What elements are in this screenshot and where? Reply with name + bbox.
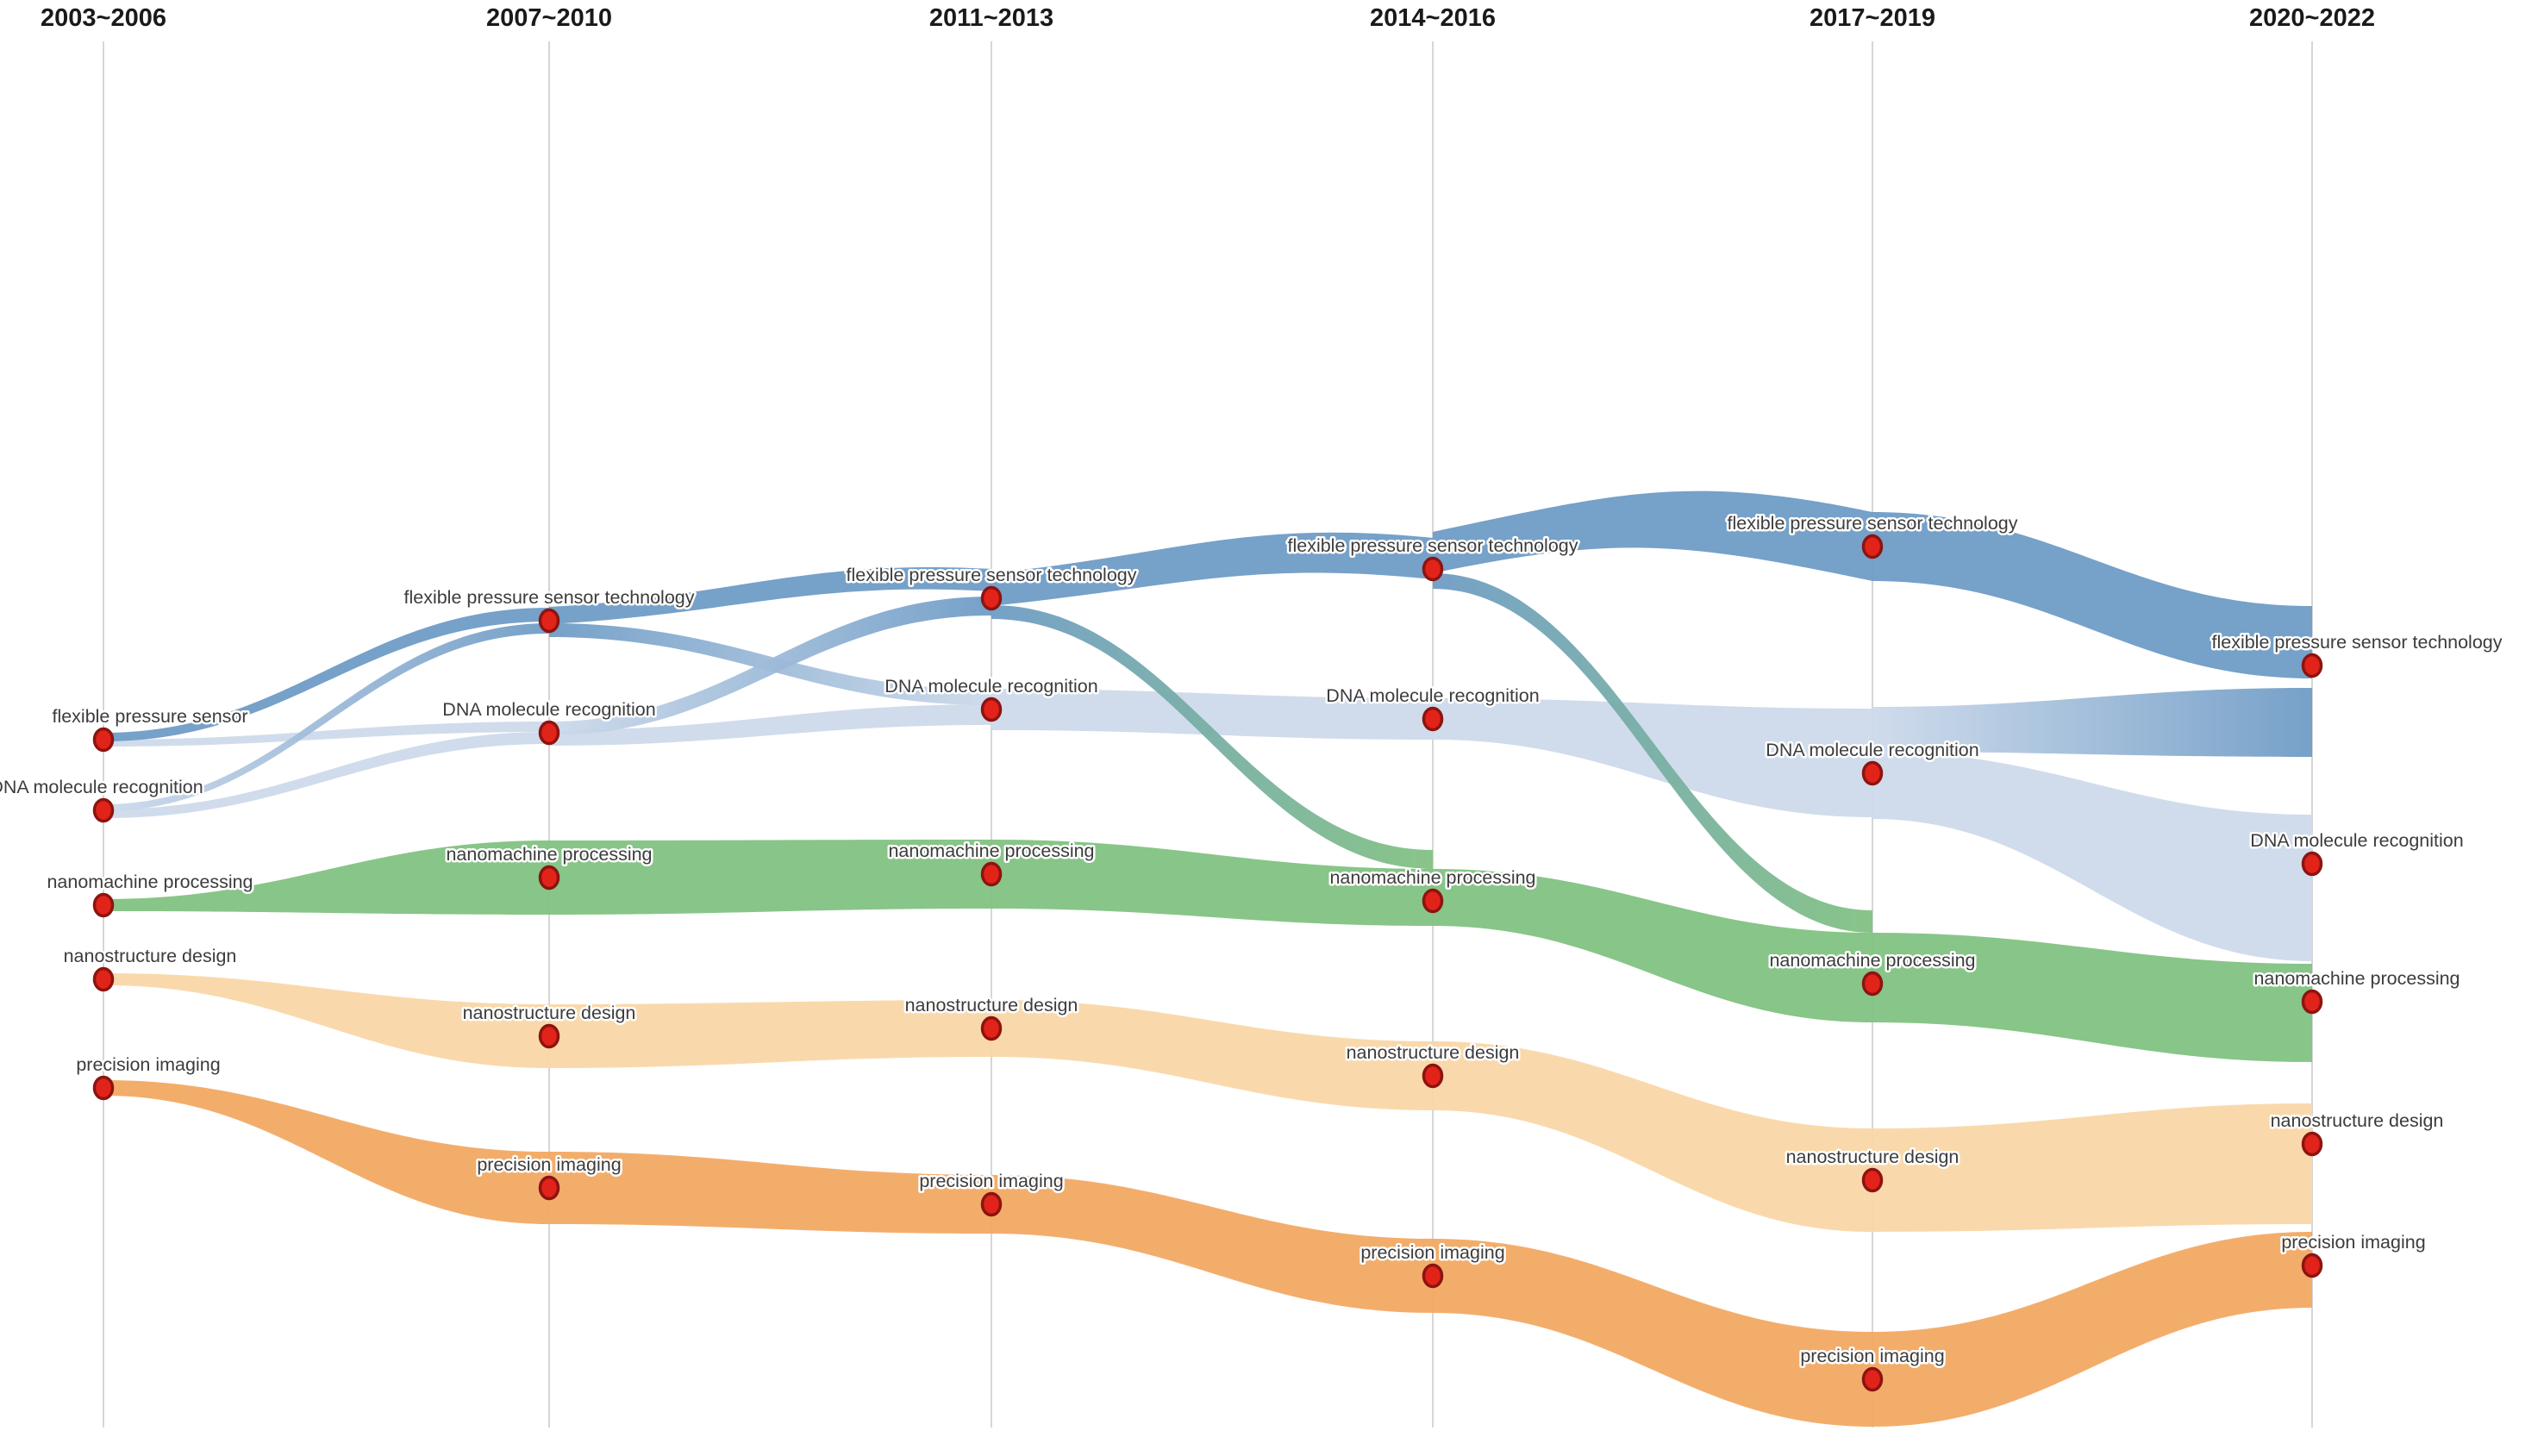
flow-ribbon-nano[interactable]	[991, 840, 1433, 926]
topic-node-dot-dna[interactable]	[538, 720, 560, 746]
topic-node-label-prec: precision imaging	[2281, 1232, 2425, 1253]
topic-node-label-nano: nanomachine processing	[888, 840, 1094, 861]
flow-ribbon-dna[interactable]	[549, 704, 991, 746]
topic-node-dot-prec[interactable]	[538, 1175, 560, 1201]
topic-node-label-dna: DNA molecule recognition	[442, 699, 655, 720]
flow-ribbon-fps[interactable]	[1872, 512, 2312, 678]
topic-node-dot-prec[interactable]	[92, 1075, 115, 1101]
flow-ribbon-nano[interactable]	[103, 840, 549, 915]
flow-ribbon-dna-to-fps[interactable]	[549, 597, 991, 735]
period-header: 2017~2019	[1810, 4, 1935, 32]
topic-node-dot-nano[interactable]	[1422, 888, 1444, 914]
flow-ribbon-fps[interactable]	[103, 608, 549, 741]
topic-node-dot-dna[interactable]	[1422, 706, 1444, 732]
topic-node-dot-nano[interactable]	[92, 892, 115, 918]
topic-node-dot-nstr[interactable]	[92, 966, 115, 992]
topic-node-label-nstr: nanostructure design	[1347, 1042, 1520, 1063]
flow-ribbon-fps[interactable]	[991, 532, 1433, 606]
topic-node-dot-fps[interactable]	[92, 727, 115, 753]
topic-node-label-fps: flexible pressure sensor technology	[1287, 535, 1578, 556]
topic-node-dot-nano[interactable]	[1861, 971, 1884, 997]
flow-ribbon-nstr[interactable]	[549, 1000, 991, 1068]
flow-ribbon-nano[interactable]	[549, 840, 991, 915]
topic-node-dot-nstr[interactable]	[1861, 1167, 1884, 1193]
topic-node-label-fps: flexible pressure sensor technology	[1727, 513, 2017, 534]
topic-node-dot-fps[interactable]	[538, 608, 560, 634]
flow-ribbon-fps-to-nano[interactable]	[1433, 573, 1872, 933]
topic-node-dot-nstr[interactable]	[1422, 1063, 1444, 1089]
topic-node-dot-nano[interactable]	[980, 861, 1003, 887]
period-header: 2007~2010	[486, 4, 612, 32]
flow-ribbon-prec[interactable]	[549, 1152, 991, 1234]
flow-ribbon-dna[interactable]	[991, 689, 1433, 740]
flow-ribbon-nano[interactable]	[1433, 869, 1872, 1022]
topic-node-dot-dna[interactable]	[2301, 851, 2323, 877]
topic-node-label-nstr: nanostructure design	[1786, 1147, 1960, 1167]
topic-node-dot-prec[interactable]	[1861, 1366, 1884, 1392]
topic-node-dot-fps[interactable]	[2301, 653, 2323, 678]
topic-node-dot-prec[interactable]	[980, 1191, 1003, 1217]
flow-ribbon-dna-to-fps[interactable]	[1872, 688, 2312, 757]
flow-ribbon-prec[interactable]	[991, 1175, 1433, 1313]
topic-node-label-nstr: nanostructure design	[463, 1003, 636, 1023]
topic-node-label-nano: nanomachine processing	[2253, 968, 2460, 989]
topic-node-dot-prec[interactable]	[1422, 1263, 1444, 1289]
topic-node-label-nano: nanomachine processing	[1329, 867, 1535, 888]
flow-ribbon-dna[interactable]	[1872, 752, 2312, 961]
flow-ribbon-fps[interactable]	[549, 566, 991, 624]
topic-node-dot-nstr[interactable]	[980, 1015, 1003, 1041]
period-header: 2020~2022	[2249, 4, 2375, 32]
topic-node-label-prec: precision imaging	[919, 1171, 1063, 1191]
flow-ribbon-nstr[interactable]	[103, 973, 549, 1068]
topic-node-label-nstr: nanostructure design	[64, 946, 237, 966]
topic-node-label-dna: DNA molecule recognition	[884, 676, 1097, 697]
topic-node-dot-fps[interactable]	[1861, 534, 1884, 559]
flow-ribbon-nstr[interactable]	[991, 1000, 1433, 1110]
topic-node-label-dna: DNA molecule recognition	[2250, 830, 2463, 851]
period-header: 2014~2016	[1370, 4, 1496, 32]
topic-node-dot-dna[interactable]	[1861, 760, 1884, 786]
topic-node-label-fps: flexible pressure sensor	[52, 706, 247, 727]
period-header: 2011~2013	[929, 4, 1053, 32]
flow-ribbon-fps-to-nano[interactable]	[991, 605, 1433, 869]
topic-node-label-dna: DNA molecule recognition	[0, 777, 203, 797]
flow-ribbon-dna[interactable]	[103, 732, 549, 818]
topic-node-dot-prec[interactable]	[2301, 1253, 2323, 1278]
topic-node-label-nstr: nanostructure design	[905, 995, 1078, 1015]
topic-node-dot-nano[interactable]	[538, 865, 560, 890]
topic-node-label-dna: DNA molecule recognition	[1326, 685, 1539, 706]
topic-node-dot-fps[interactable]	[1422, 556, 1444, 582]
topic-node-label-prec: precision imaging	[1800, 1346, 1944, 1366]
period-header: 2003~2006	[41, 4, 166, 32]
flow-ribbon-fps[interactable]	[1433, 491, 1872, 581]
topic-node-label-prec: precision imaging	[1360, 1242, 1504, 1263]
topic-node-label-prec: precision imaging	[76, 1054, 220, 1075]
topic-node-label-nano: nanomachine processing	[1769, 950, 1975, 971]
topic-node-label-nstr: nanostructure design	[2271, 1110, 2444, 1131]
topic-node-dot-nstr[interactable]	[538, 1023, 560, 1049]
topic-node-dot-fps[interactable]	[980, 585, 1003, 611]
topic-node-dot-nano[interactable]	[2301, 989, 2323, 1015]
topic-node-dot-nstr[interactable]	[2301, 1131, 2323, 1157]
flow-ribbon-dna-to-fps[interactable]	[103, 623, 549, 811]
flow-ribbon-nstr[interactable]	[1872, 1103, 2312, 1232]
topic-node-label-nano: nanomachine processing	[446, 844, 652, 865]
topic-node-label-fps: flexible pressure sensor technology	[2211, 632, 2502, 653]
flow-ribbon-nano[interactable]	[1872, 933, 2312, 1062]
flow-ribbon-prec[interactable]	[1872, 1232, 2312, 1427]
topic-node-label-fps: flexible pressure sensor technology	[403, 587, 694, 608]
topic-node-label-dna: DNA molecule recognition	[1766, 740, 1978, 760]
topic-node-dot-dna[interactable]	[980, 697, 1003, 722]
topic-node-label-nano: nanomachine processing	[47, 872, 253, 892]
flow-ribbon-nstr[interactable]	[1433, 1041, 1872, 1232]
flow-ribbon-prec[interactable]	[1433, 1239, 1872, 1427]
flow-ribbon-prec[interactable]	[103, 1080, 549, 1224]
flow-ribbon-dna[interactable]	[103, 722, 549, 747]
topic-node-label-prec: precision imaging	[477, 1154, 621, 1175]
topic-node-label-fps: flexible pressure sensor technology	[846, 565, 1136, 585]
topic-node-dot-dna[interactable]	[92, 797, 115, 823]
